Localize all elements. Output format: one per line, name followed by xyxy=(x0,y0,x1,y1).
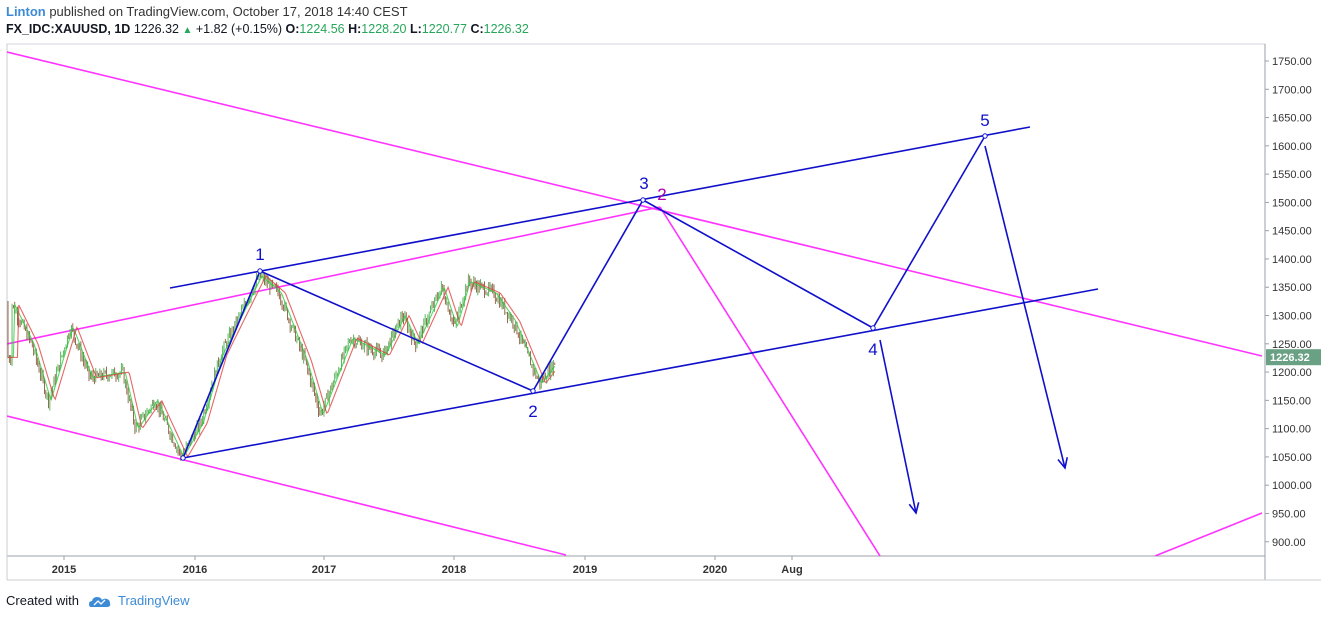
down-arrow-right xyxy=(1057,457,1069,470)
up-arrow-icon: ▲ xyxy=(182,25,193,36)
y-tick-label: 1600.00 xyxy=(1272,141,1312,153)
y-tick-label: 1650.00 xyxy=(1272,113,1312,125)
wave-line xyxy=(642,199,874,329)
magenta-trendline xyxy=(659,206,881,556)
y-tick-label: 1350.00 xyxy=(1272,282,1312,294)
wave-line xyxy=(872,135,986,329)
wave-pivot xyxy=(257,268,263,274)
wave-pivot xyxy=(530,388,536,394)
low-label: L: xyxy=(409,22,422,36)
price-change: +1.82 (+0.15%) xyxy=(195,22,283,36)
high-value: 1228.20 xyxy=(361,22,407,36)
y-tick-label: 1000.00 xyxy=(1272,480,1312,492)
wave-pivot xyxy=(640,197,646,203)
x-tick-label: 2016 xyxy=(183,564,207,576)
wave-line xyxy=(169,126,1031,289)
y-tick-label: 1100.00 xyxy=(1272,424,1311,436)
tradingview-link[interactable]: TradingView xyxy=(118,593,190,608)
wave-line xyxy=(879,339,917,514)
last-price-badge xyxy=(1266,349,1321,366)
wave-label: 5 xyxy=(980,111,989,130)
close-value: 1226.32 xyxy=(483,22,529,36)
y-tick-label: 1550.00 xyxy=(1272,169,1312,181)
y-tick-label: 1300.00 xyxy=(1272,311,1312,323)
magenta-trendline xyxy=(7,206,661,345)
author-link[interactable]: Linton xyxy=(6,4,46,19)
wave-label: 2 xyxy=(528,402,537,421)
symbol-info: FX_IDC:XAUUSD, 1D 1226.32 ▲ +1.82 (+0.15… xyxy=(6,22,529,36)
wave-label: 4 xyxy=(868,340,877,359)
wave-line xyxy=(259,270,534,392)
candles xyxy=(7,269,556,461)
wave-pivot xyxy=(870,325,876,331)
last-price: 1226.32 xyxy=(133,22,179,36)
created-with-text: Created with xyxy=(6,593,79,608)
y-tick-label: 1400.00 xyxy=(1272,254,1312,266)
wave-line xyxy=(182,288,1099,459)
ma-green-line xyxy=(8,275,556,458)
x-tick-label: 2020 xyxy=(703,564,727,576)
magenta-trendline xyxy=(1154,512,1263,556)
wave-line xyxy=(532,199,644,392)
down-arrow-left xyxy=(908,502,920,515)
magenta-trendline xyxy=(7,51,1263,357)
symbol-name: FX_IDC:XAUUSD, 1D xyxy=(6,22,131,36)
low-value: 1220.77 xyxy=(421,22,467,36)
wave-label: 1 xyxy=(255,245,264,264)
x-tick-label: 2017 xyxy=(312,564,336,576)
y-tick-label: 1450.00 xyxy=(1272,226,1312,238)
wave-line xyxy=(182,270,261,459)
x-tick-label: 2019 xyxy=(573,564,597,576)
ma-red-line xyxy=(8,275,556,458)
wave-line xyxy=(984,145,1066,469)
y-tick-label: 1250.00 xyxy=(1272,339,1312,351)
last-price-label: 1226.32 xyxy=(1270,352,1310,364)
footer: Created with TradingView xyxy=(6,593,190,608)
x-tick-label: Aug xyxy=(781,564,802,576)
magenta-wave-label: 2 xyxy=(657,185,666,204)
y-tick-label: 1750.00 xyxy=(1272,56,1312,68)
magenta-trendline xyxy=(7,415,567,556)
wave-label: 3 xyxy=(639,174,648,193)
plot-group xyxy=(7,51,1263,556)
y-tick-label: 950.00 xyxy=(1272,508,1306,520)
y-tick-label: 1500.00 xyxy=(1272,197,1312,209)
publish-info: Linton published on TradingView.com, Oct… xyxy=(6,4,408,19)
wave-pivot xyxy=(982,133,988,139)
x-tick-label: 2018 xyxy=(442,564,466,576)
high-label: H: xyxy=(348,22,362,36)
y-tick-label: 1700.00 xyxy=(1272,84,1312,96)
y-tick-label: 1200.00 xyxy=(1272,367,1312,379)
wave-pivot xyxy=(180,455,186,461)
plot-area xyxy=(6,43,1266,557)
publish-text: published on TradingView.com, October 17… xyxy=(45,4,408,19)
close-label: C: xyxy=(470,22,484,36)
chart-header: Linton published on TradingView.com, Oct… xyxy=(0,0,1321,42)
x-tick-label: 2015 xyxy=(52,564,76,576)
open-value: 1224.56 xyxy=(299,22,345,36)
y-tick-label: 900.00 xyxy=(1272,537,1306,549)
y-tick-label: 1150.00 xyxy=(1272,395,1311,407)
open-label: O: xyxy=(285,22,300,36)
y-tick-label: 1050.00 xyxy=(1272,452,1312,464)
tradingview-logo-icon xyxy=(88,596,110,607)
